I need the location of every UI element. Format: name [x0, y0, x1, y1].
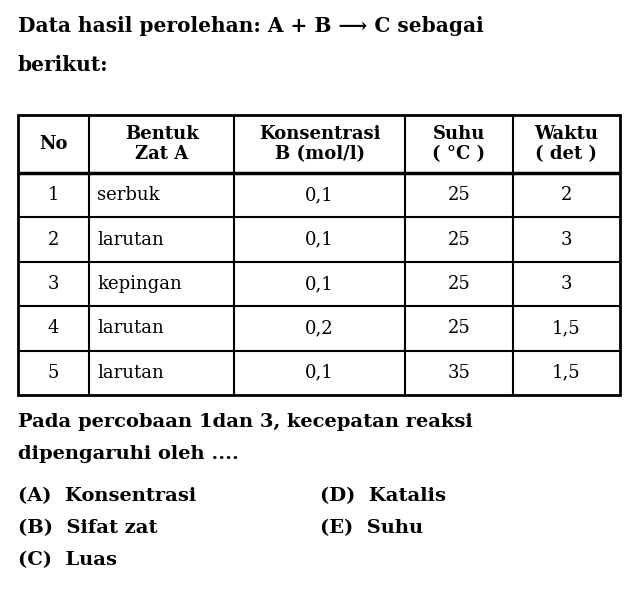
Bar: [18, 115, 620, 395]
Text: serbuk: serbuk: [97, 186, 160, 204]
Text: 0,2: 0,2: [306, 319, 334, 337]
Text: 3: 3: [48, 275, 59, 293]
Text: 25: 25: [448, 230, 470, 249]
Text: 25: 25: [448, 319, 470, 337]
Text: Suhu
( °C ): Suhu ( °C ): [433, 125, 486, 164]
Text: 1: 1: [48, 186, 59, 204]
Text: (C)  Luas: (C) Luas: [18, 551, 117, 569]
Text: larutan: larutan: [97, 319, 164, 337]
Text: (E)  Suhu: (E) Suhu: [320, 519, 423, 537]
Text: 2: 2: [48, 230, 59, 249]
Text: (A)  Konsentrasi: (A) Konsentrasi: [18, 487, 197, 505]
Text: 25: 25: [448, 186, 470, 204]
Text: Konsentrasi
B (mol/l): Konsentrasi B (mol/l): [259, 125, 380, 164]
Text: 1,5: 1,5: [552, 364, 581, 382]
Text: (D)  Katalis: (D) Katalis: [320, 487, 446, 505]
Text: Pada percobaan 1dan 3, kecepatan reaksi: Pada percobaan 1dan 3, kecepatan reaksi: [18, 413, 473, 431]
Text: No: No: [40, 135, 68, 153]
Text: larutan: larutan: [97, 230, 164, 249]
Text: 0,1: 0,1: [306, 230, 334, 249]
Text: dipengaruhi oleh ....: dipengaruhi oleh ....: [18, 445, 239, 463]
Text: kepingan: kepingan: [97, 275, 182, 293]
Text: 4: 4: [48, 319, 59, 337]
Text: 35: 35: [447, 364, 470, 382]
Text: 1,5: 1,5: [552, 319, 581, 337]
Text: 5: 5: [48, 364, 59, 382]
Text: 3: 3: [561, 275, 572, 293]
Text: 0,1: 0,1: [306, 364, 334, 382]
Text: 25: 25: [448, 275, 470, 293]
Text: Waktu
( det ): Waktu ( det ): [534, 125, 598, 164]
Text: 0,1: 0,1: [306, 275, 334, 293]
Text: 2: 2: [561, 186, 572, 204]
Text: Bentuk
Zat A: Bentuk Zat A: [124, 125, 198, 164]
Text: (B)  Sifat zat: (B) Sifat zat: [18, 519, 158, 537]
Text: berikut:: berikut:: [18, 55, 108, 75]
Text: 0,1: 0,1: [306, 186, 334, 204]
Text: larutan: larutan: [97, 364, 164, 382]
Text: 3: 3: [561, 230, 572, 249]
Text: Data hasil perolehan: A + B ⟶ C sebagai: Data hasil perolehan: A + B ⟶ C sebagai: [18, 16, 484, 36]
